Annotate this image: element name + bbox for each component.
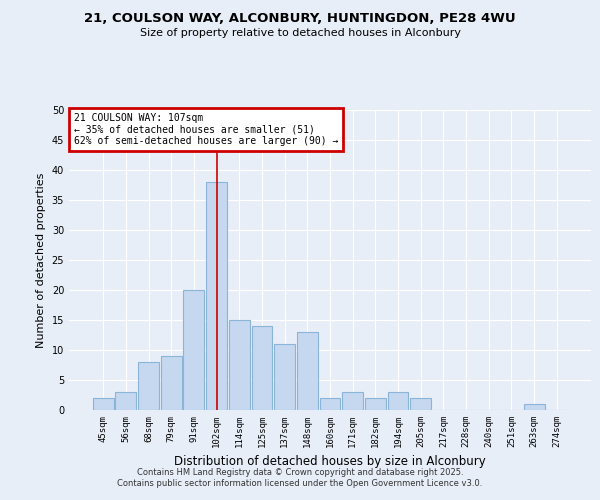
- Bar: [320, 398, 340, 410]
- X-axis label: Distribution of detached houses by size in Alconbury: Distribution of detached houses by size …: [174, 456, 486, 468]
- Bar: [138, 362, 159, 410]
- Bar: [229, 320, 250, 410]
- Text: Contains HM Land Registry data © Crown copyright and database right 2025.
Contai: Contains HM Land Registry data © Crown c…: [118, 468, 482, 487]
- Bar: [297, 332, 318, 410]
- Text: 21, COULSON WAY, ALCONBURY, HUNTINGDON, PE28 4WU: 21, COULSON WAY, ALCONBURY, HUNTINGDON, …: [84, 12, 516, 26]
- Bar: [206, 182, 227, 410]
- Text: Size of property relative to detached houses in Alconbury: Size of property relative to detached ho…: [139, 28, 461, 38]
- Bar: [115, 392, 136, 410]
- Bar: [93, 398, 113, 410]
- Bar: [274, 344, 295, 410]
- Y-axis label: Number of detached properties: Number of detached properties: [36, 172, 46, 348]
- Bar: [184, 290, 205, 410]
- Bar: [524, 404, 545, 410]
- Bar: [342, 392, 363, 410]
- Bar: [365, 398, 386, 410]
- Bar: [161, 356, 182, 410]
- Bar: [410, 398, 431, 410]
- Bar: [251, 326, 272, 410]
- Text: 21 COULSON WAY: 107sqm
← 35% of detached houses are smaller (51)
62% of semi-det: 21 COULSON WAY: 107sqm ← 35% of detached…: [74, 113, 338, 146]
- Bar: [388, 392, 409, 410]
